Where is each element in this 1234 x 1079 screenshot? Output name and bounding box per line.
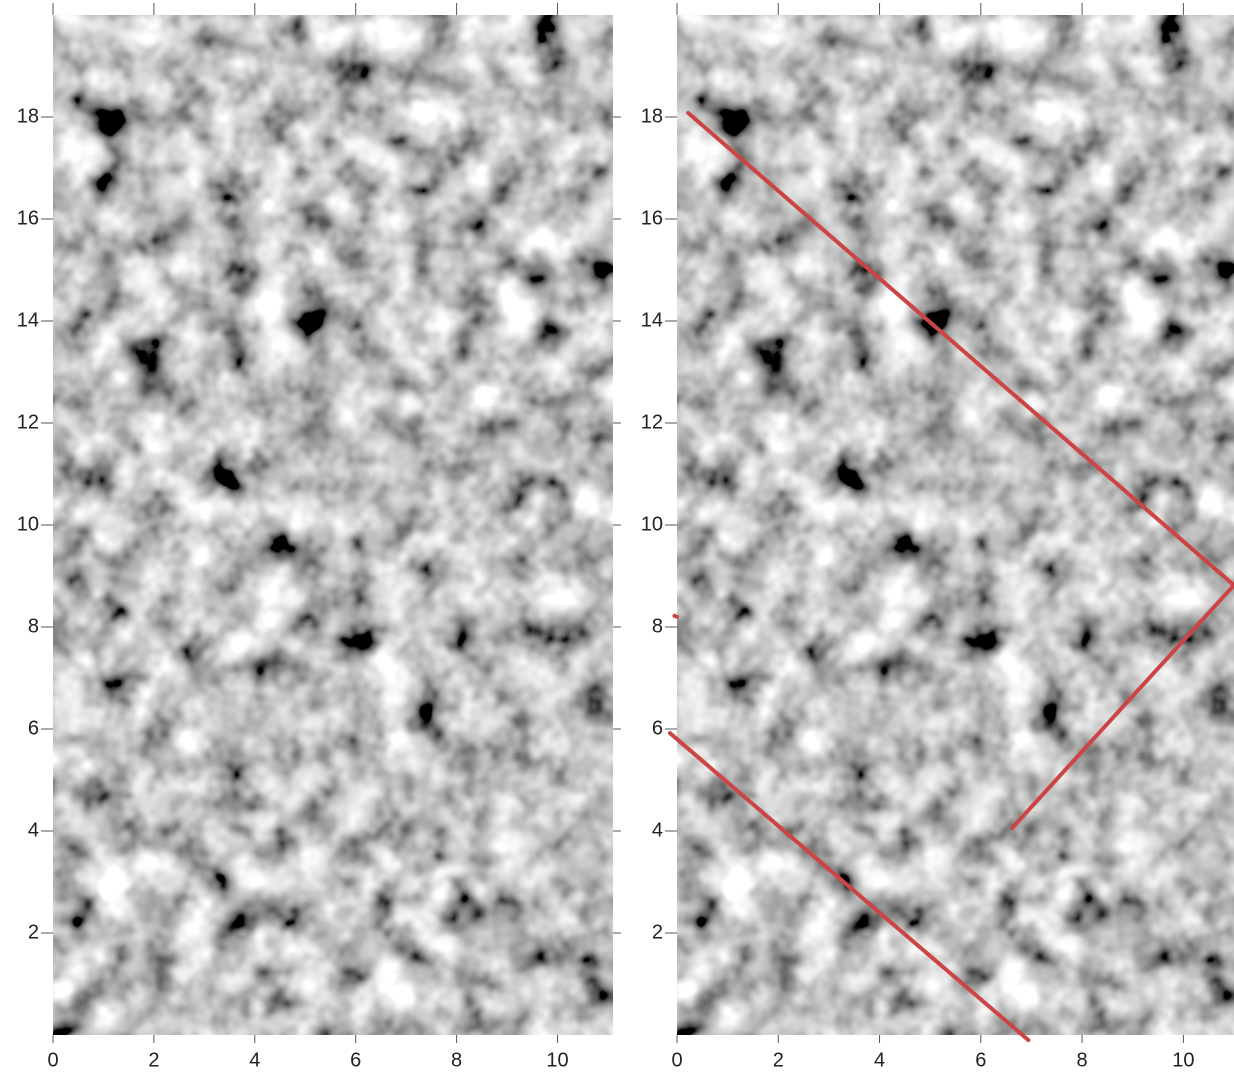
interpretation-line: [667, 731, 1031, 1043]
y-tick-label: 16: [641, 207, 663, 229]
y-tick-label: 2: [28, 921, 39, 943]
y-tick-label: 16: [17, 207, 39, 229]
y-tick-label: 8: [28, 615, 39, 637]
x-tick-label: 0: [47, 1049, 58, 1071]
y-tick-label: 18: [17, 105, 39, 127]
y-tick-label: 10: [17, 513, 39, 535]
x-tick-label: 10: [1172, 1049, 1194, 1071]
x-tick-label: 8: [1077, 1049, 1088, 1071]
panel: 0 2 4 6 8 10 2 4 6 8 10 12 14 16 18: [17, 3, 621, 1071]
y-tick-label: 4: [28, 819, 39, 841]
y-tick-label: 12: [17, 411, 39, 433]
y-tick-label: 6: [28, 717, 39, 739]
interpretation-line: [686, 110, 1234, 830]
magnetometry-image: [677, 15, 1234, 1035]
y-tick-label: 10: [641, 513, 663, 535]
x-tick-label: 6: [975, 1049, 986, 1071]
x-tick-label: 6: [350, 1049, 361, 1071]
interpretation-line: [672, 613, 679, 619]
y-tick-label: 18: [641, 105, 663, 127]
x-tick-label: 2: [773, 1049, 784, 1071]
y-tick-label: 12: [641, 411, 663, 433]
y-tick-label: 6: [652, 717, 663, 739]
x-tick-label: 0: [671, 1049, 682, 1071]
x-tick-label: 2: [148, 1049, 159, 1071]
y-tick-label: 2: [652, 921, 663, 943]
x-tick-label: 4: [249, 1049, 260, 1071]
y-tick-label: 4: [652, 819, 663, 841]
x-tick-label: 10: [546, 1049, 568, 1071]
x-tick-label: 4: [874, 1049, 885, 1071]
y-tick-label: 8: [652, 615, 663, 637]
y-tick-label: 14: [17, 309, 39, 331]
magnetometry-image: [53, 15, 613, 1035]
y-tick-label: 14: [641, 309, 663, 331]
panel: 0 2 4 6 8 10 2 4 6 8 10 12 14 16 18: [641, 3, 1234, 1071]
x-tick-label: 8: [451, 1049, 462, 1071]
